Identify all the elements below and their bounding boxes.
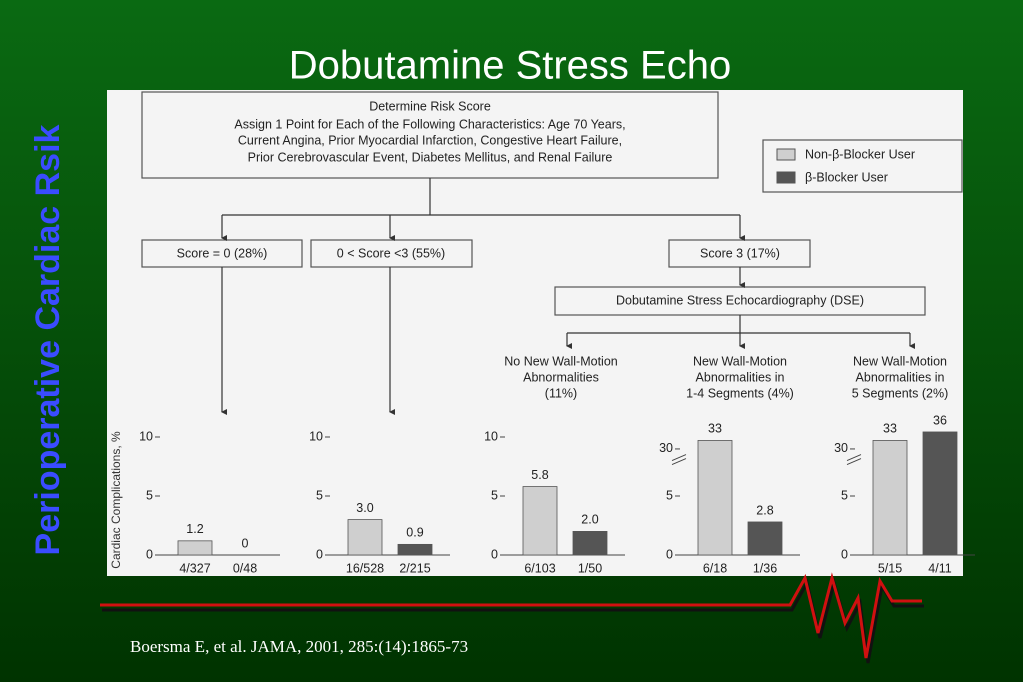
y-tick-label: 30 [659,441,673,455]
risk-title: Determine Risk Score [369,99,491,113]
y-tick-label: 30 [834,441,848,455]
y-tick-label: 10 [139,429,153,443]
value-label: 33 [883,422,897,436]
y-tick-label: 10 [484,429,498,443]
x-tick-label: 1/36 [753,561,777,575]
bar [572,531,608,556]
x-tick-label: 6/18 [703,561,727,575]
x-tick-label: 6/103 [524,561,555,575]
connector [567,315,910,334]
x-tick-label: 2/215 [399,561,430,575]
y-tick-label: 0 [316,547,323,561]
connectors [221,178,915,415]
y-axis-label: Cardiac Complications, % [109,431,123,569]
y-tick-label: 5 [666,488,673,502]
outcome-label: (11%) [545,386,577,400]
score-label: 0 < Score <3 (55%) [337,246,445,260]
bar [747,521,783,556]
risk-line: Assign 1 Point for Each of the Following… [234,117,625,131]
risk-line: Prior Cerebrovascular Event, Diabetes Me… [248,150,613,164]
outcome-label: Abnormalities in [696,370,785,384]
dse-label: Dobutamine Stress Echocardiography (DSE) [616,293,864,307]
legend-box [762,139,963,193]
outcome-label: New Wall-Motion [693,354,787,368]
outcome-label: 5 Segments (2%) [852,386,949,400]
legend-swatch [776,148,796,161]
x-tick-label: 16/528 [346,561,384,575]
ecg-line [100,572,924,664]
y-tick-label: 5 [316,488,323,502]
legend-swatch [776,171,796,184]
outcome-label: Abnormalities [523,370,599,384]
risk-line: Current Angina, Prior Myocardial Infarct… [238,133,622,147]
citation: Boersma E, et al. JAMA, 2001, 285:(14):1… [130,637,468,656]
legend-label: Non-β-Blocker User [805,147,915,161]
x-tick-label: 4/327 [179,561,210,575]
x-tick-label: 4/11 [928,561,951,575]
legend-label: β-Blocker User [805,170,888,184]
connector [222,178,740,216]
axis-break [671,454,687,466]
value-label: 3.0 [356,501,373,515]
y-tick-label: 0 [146,547,153,561]
value-label: 2.0 [581,513,598,527]
side-title: Perioperative Cardiac Rsik [29,124,67,555]
score-label: Score = 0 (28%) [177,246,268,260]
x-tick-label: 0/48 [233,561,257,575]
bar [697,440,733,556]
outcome-label: New Wall-Motion [853,354,947,368]
y-tick-label: 10 [309,429,323,443]
y-tick-label: 5 [841,488,848,502]
value-label: 0 [242,536,249,550]
y-tick-label: 0 [491,547,498,561]
bar [347,519,383,556]
value-label: 5.8 [531,468,548,482]
y-tick-label: 0 [666,547,673,561]
bar [522,486,558,556]
y-tick-label: 0 [841,547,848,561]
score-label: Score 3 (17%) [700,246,780,260]
value-label: 1.2 [186,522,203,536]
y-tick-label: 5 [146,488,153,502]
slide-title: Dobutamine Stress Echo [289,44,731,88]
value-label: 36 [933,413,947,427]
value-label: 33 [708,422,722,436]
bar [922,431,958,556]
outcome-label: No New Wall-Motion [504,354,618,368]
bar [872,440,908,556]
x-tick-label: 5/15 [878,561,902,575]
outcome-label: 1-4 Segments (4%) [686,386,794,400]
outcome-label: Abnormalities in [856,370,945,384]
value-label: 0.9 [406,526,423,540]
bar [397,543,433,556]
bar [177,540,213,556]
value-label: 2.8 [756,503,773,517]
axis-break [846,454,862,466]
x-tick-label: 1/50 [578,561,602,575]
y-tick-label: 5 [491,488,498,502]
